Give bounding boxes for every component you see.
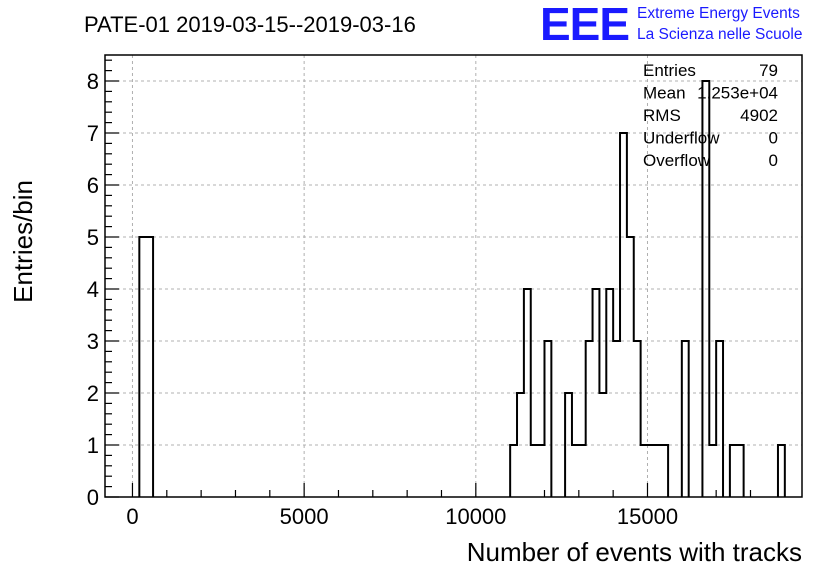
x-tick-label: 15000 [617, 504, 678, 529]
stats-label: Mean [643, 84, 686, 103]
x-tick-labels: 0 5000 10000 15000 [126, 504, 678, 529]
logo-line-1: Extreme Energy Events [637, 5, 800, 22]
y-tick-label: 8 [87, 69, 99, 94]
x-tick-label: 0 [126, 504, 138, 529]
y-tick-label: 7 [87, 121, 99, 146]
logo-line-2: La Scienza nelle Scuole [637, 26, 802, 43]
x-tick-label: 10000 [445, 504, 506, 529]
logo-letters: EEE [540, 0, 629, 50]
y-tick-label: 0 [87, 485, 99, 510]
stats-label: Underflow [643, 129, 720, 148]
y-tick-label: 6 [87, 173, 99, 198]
chart-title: PATE-01 2019-03-15--2019-03-16 [84, 12, 416, 37]
y-tick-label: 3 [87, 329, 99, 354]
y-tick-label: 2 [87, 381, 99, 406]
y-axis-title: Entries/bin [8, 180, 38, 303]
stats-label: RMS [643, 106, 681, 125]
histogram-outline [138, 80, 786, 497]
y-tick-label: 4 [87, 277, 99, 302]
stats-value: 79 [759, 61, 778, 80]
stats-label: Entries [643, 61, 696, 80]
eee-logo: EEE Extreme Energy Events La Scienza nel… [540, 0, 802, 50]
x-axis-title: Number of events with tracks [467, 537, 802, 567]
y-tick-label: 5 [87, 225, 99, 250]
stats-value: 1.253e+04 [697, 84, 778, 103]
plot-frame [104, 54, 803, 498]
stats-box: Entries 79 Mean 1.253e+04 RMS 4902 Underflow 0 O… [643, 61, 778, 170]
stats-label: Overflow [643, 151, 711, 170]
y-tick-labels: 0 1 2 3 4 5 6 7 8 [87, 69, 99, 510]
x-tick-label: 5000 [280, 504, 329, 529]
stats-value: 4902 [740, 106, 778, 125]
stats-value: 0 [769, 129, 778, 148]
stats-value: 0 [769, 151, 778, 170]
y-tick-label: 1 [87, 433, 99, 458]
axis-ticks [105, 59, 786, 498]
grid-lines [105, 55, 802, 497]
